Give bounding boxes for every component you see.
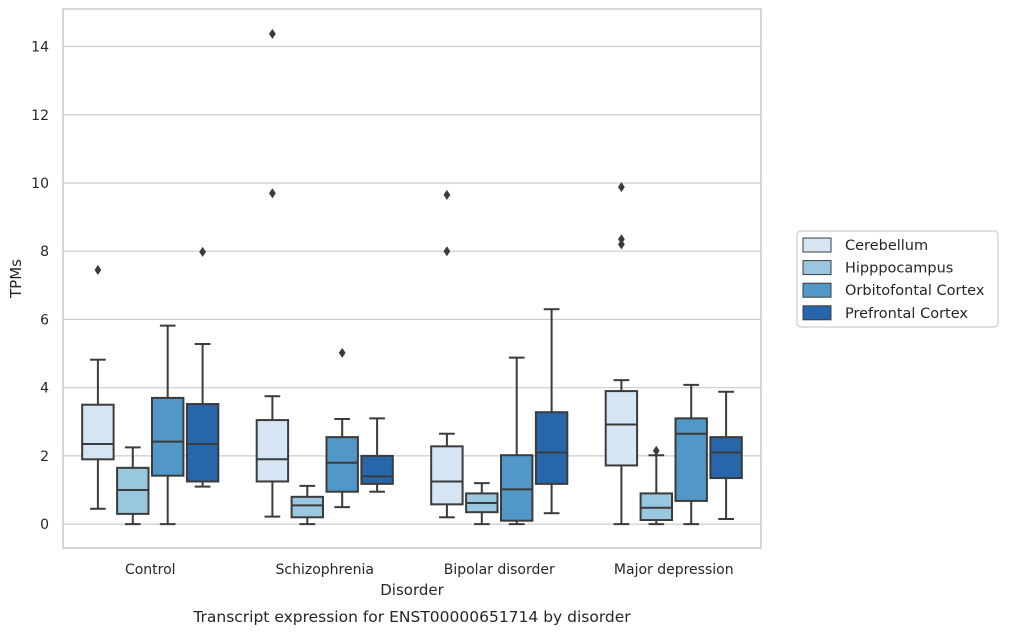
outlier-point	[618, 234, 625, 245]
legend-swatch	[802, 237, 832, 253]
y-tick-label: 12	[31, 108, 49, 124]
x-tick-label: Schizophrenia	[276, 562, 374, 578]
legend-label: Orbitofontal Cortex	[845, 283, 985, 299]
y-tick-label: 14	[31, 40, 49, 56]
y-tick-label: 0	[40, 517, 49, 533]
y-tick-label: 8	[40, 244, 49, 260]
box-0-3	[185, 246, 220, 488]
box-layer	[81, 28, 743, 526]
box-1-1	[290, 484, 325, 526]
box-3-2	[674, 383, 708, 526]
outlier-point	[94, 264, 102, 275]
tick-layer: 0 2 4 6 8 10 12 14 Control Schizophrenia Bipolar d…	[31, 40, 733, 578]
box-3-1	[639, 445, 674, 526]
chart-caption: Transcript expression for ENST0000065171…	[192, 608, 631, 626]
iqr-box	[534, 411, 569, 485]
iqr-box	[360, 454, 394, 485]
x-tick-label: Major depression	[614, 562, 734, 578]
y-tick-label: 4	[40, 381, 49, 397]
legend-label: Prefrontal Cortex	[845, 306, 968, 322]
legend-label: Hipppocampus	[845, 261, 953, 277]
legend-frame	[796, 230, 999, 328]
box-3-0	[604, 182, 639, 526]
outlier-point	[269, 188, 276, 199]
x-tick-label: Control	[125, 562, 176, 578]
box-0-2	[150, 324, 185, 526]
box-3-3	[709, 390, 743, 521]
box-2-1	[465, 482, 499, 526]
plot-frame	[62, 8, 762, 549]
legend: Cerebellum Hipppocampus Orbitofontal Corte…	[796, 230, 999, 328]
y-axis-label: TPMs	[7, 259, 25, 299]
legend-swatch	[802, 305, 832, 321]
iqr-box	[150, 396, 185, 477]
outlier-point	[199, 246, 206, 257]
legend-swatch	[802, 282, 832, 298]
y-tick-label: 10	[31, 176, 49, 192]
outlier-point	[338, 347, 346, 358]
box-2-0	[430, 189, 464, 519]
box-2-3	[534, 308, 569, 515]
iqr-box	[325, 436, 359, 493]
outlier-point	[443, 246, 451, 257]
iqr-box	[290, 495, 325, 519]
box-2-2	[499, 356, 534, 526]
iqr-box	[499, 454, 534, 522]
outlier-point	[269, 28, 276, 39]
box-0-1	[116, 446, 150, 526]
iqr-box	[604, 390, 639, 467]
outlier-point	[443, 189, 451, 200]
iqr-box	[255, 419, 290, 483]
outlier-point	[618, 239, 625, 250]
iqr-box	[674, 417, 708, 502]
outlier-point	[652, 445, 660, 456]
iqr-box	[430, 445, 464, 506]
y-tick-label: 6	[40, 312, 49, 328]
box-0-0	[81, 264, 115, 510]
legend-swatch	[802, 260, 832, 276]
box-1-2	[325, 347, 359, 509]
iqr-box	[639, 492, 674, 522]
iqr-box	[81, 403, 115, 461]
iqr-box	[185, 403, 220, 483]
iqr-box	[709, 436, 743, 480]
outlier-point	[618, 182, 625, 193]
x-tick-label: Bipolar disorder	[444, 562, 555, 578]
box-1-0	[255, 28, 290, 518]
box-1-3	[360, 417, 394, 493]
y-tick-label: 2	[40, 449, 49, 465]
legend-label: Cerebellum	[845, 238, 928, 254]
x-axis-label: Disorder	[380, 581, 444, 599]
